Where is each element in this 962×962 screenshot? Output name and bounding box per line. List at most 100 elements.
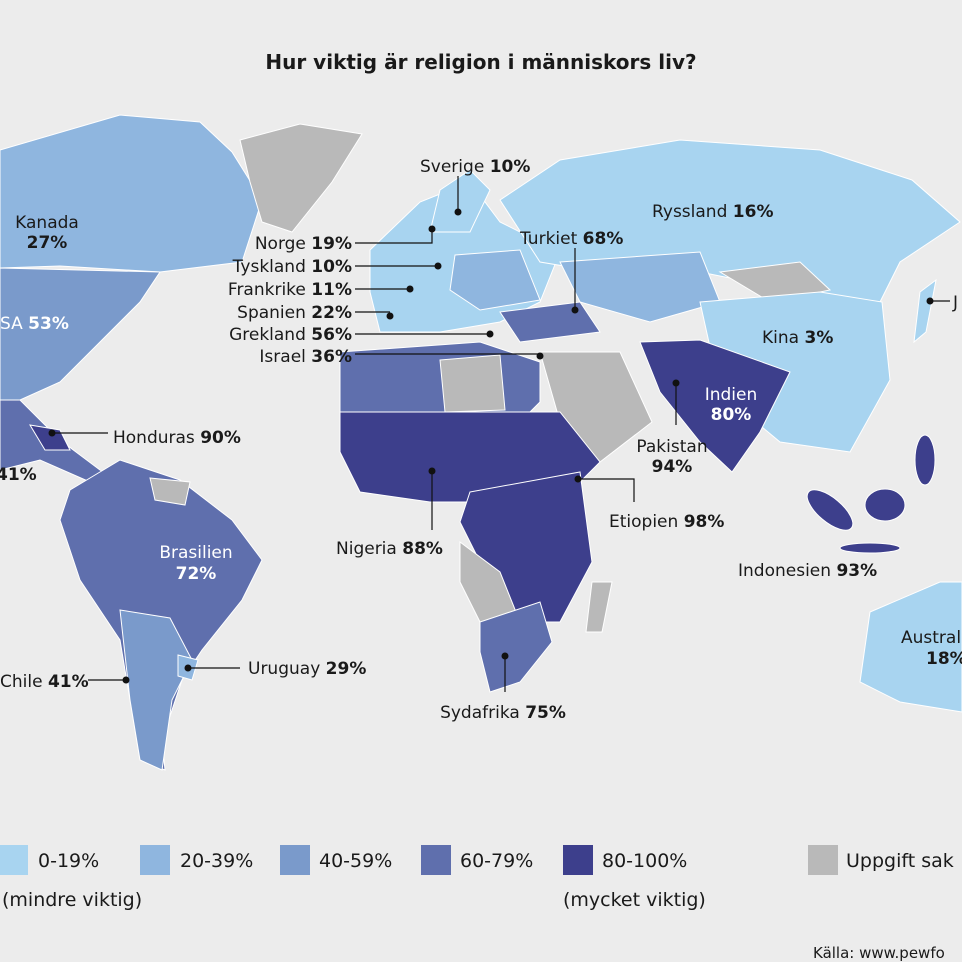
value: 27%	[27, 233, 68, 253]
title: Hur viktig är religion i människors liv?	[265, 50, 696, 74]
dot	[428, 467, 436, 475]
south-america	[59, 459, 263, 771]
country-label: Israel 36%	[259, 347, 352, 367]
name: Israel	[259, 347, 305, 367]
name: Kina	[762, 328, 799, 348]
mongolia	[718, 261, 832, 303]
philippines	[914, 434, 936, 486]
name: Spanien	[237, 303, 306, 323]
country-label: SA 53%	[0, 314, 69, 334]
dot	[672, 379, 680, 387]
legend-label: 0-19%	[38, 850, 99, 872]
legend-label: 20-39%	[180, 850, 253, 872]
central-asia	[559, 251, 721, 323]
country-label: Nigeria 88%	[336, 539, 443, 559]
java	[839, 542, 901, 554]
country-label: Ryssland 16%	[652, 202, 773, 222]
dot	[926, 297, 934, 305]
dot	[122, 676, 130, 684]
india	[639, 339, 791, 473]
value: 75%	[525, 703, 566, 723]
dot	[454, 208, 462, 216]
dot	[574, 475, 582, 483]
value: 22%	[311, 303, 352, 323]
dot	[48, 429, 56, 437]
value: 56%	[311, 325, 352, 345]
dot	[501, 652, 509, 660]
value: 88%	[402, 539, 443, 559]
name: Pakistan	[636, 437, 707, 457]
value: 90%	[200, 428, 241, 448]
leaders	[48, 176, 950, 692]
name: Norge	[255, 234, 306, 254]
name: Austral	[901, 628, 961, 648]
value: 68%	[583, 229, 624, 249]
value: 80%	[711, 405, 752, 425]
name: Sydafrika	[440, 703, 520, 723]
legend-label: 60-79%	[460, 850, 533, 872]
value: 36%	[311, 347, 352, 367]
legend-swatch	[140, 845, 170, 875]
value: 18%	[926, 649, 962, 669]
dot	[571, 306, 579, 314]
source: Källa: www.pewfo	[813, 944, 945, 962]
value: 10%	[490, 157, 531, 177]
legend-swatch	[280, 845, 310, 875]
land	[0, 114, 962, 771]
dot	[406, 285, 414, 293]
name: Turkiet	[519, 229, 578, 249]
guyana	[149, 477, 191, 506]
country-label: Spanien 22%	[237, 303, 352, 323]
country-label: Turkiet 68%	[519, 229, 623, 249]
name: Ryssland	[652, 202, 727, 222]
east-europe	[449, 249, 541, 311]
libya	[439, 354, 506, 413]
south-africa	[479, 601, 553, 693]
country-label: Sverige 10%	[420, 157, 530, 177]
dot	[428, 225, 436, 233]
legend-label: 80-100%	[602, 850, 687, 872]
value: 94%	[652, 457, 693, 477]
honduras	[29, 424, 71, 451]
value: 72%	[176, 564, 217, 584]
country-label: Uruguay 29%	[248, 659, 366, 679]
name: Honduras	[113, 428, 195, 448]
name: Frankrike	[228, 280, 306, 300]
value: 98%	[684, 512, 725, 532]
country-label: Frankrike 11%	[228, 280, 352, 300]
country-label: Etiopien 98%	[609, 512, 724, 532]
name: Indien	[705, 385, 758, 405]
canada	[0, 114, 263, 273]
name: J	[952, 293, 958, 313]
dot	[536, 352, 544, 360]
name: Tyskland	[232, 257, 306, 277]
value: 10%	[311, 257, 352, 277]
value: 41%	[0, 465, 37, 485]
dot	[386, 312, 394, 320]
name: Indonesien	[738, 561, 831, 581]
legend-note: (mycket viktig)	[563, 889, 706, 911]
scandinavia	[429, 169, 491, 233]
australia	[859, 581, 962, 713]
country-label: Norge 19%	[255, 234, 352, 254]
borneo	[864, 488, 906, 522]
name: Kanada	[15, 213, 79, 233]
name: SA	[0, 314, 23, 334]
legend-swatch	[563, 845, 593, 875]
value: 11%	[311, 280, 352, 300]
legend-label: 40-59%	[319, 850, 392, 872]
name: Etiopien	[609, 512, 678, 532]
dot	[434, 262, 442, 270]
country-label: Sydafrika 75%	[440, 703, 566, 723]
name: Sverige	[420, 157, 484, 177]
leader	[578, 478, 635, 502]
country-label: Grekland 56%	[229, 325, 352, 345]
country-label: Tyskland 10%	[232, 257, 352, 277]
country-label: Kina 3%	[762, 328, 833, 348]
value: 3%	[804, 328, 833, 348]
value: 41%	[48, 672, 89, 692]
legend-swatch	[0, 845, 28, 875]
name: Nigeria	[336, 539, 397, 559]
legend-swatch	[421, 845, 451, 875]
legend-note: (mindre viktig)	[2, 889, 142, 911]
